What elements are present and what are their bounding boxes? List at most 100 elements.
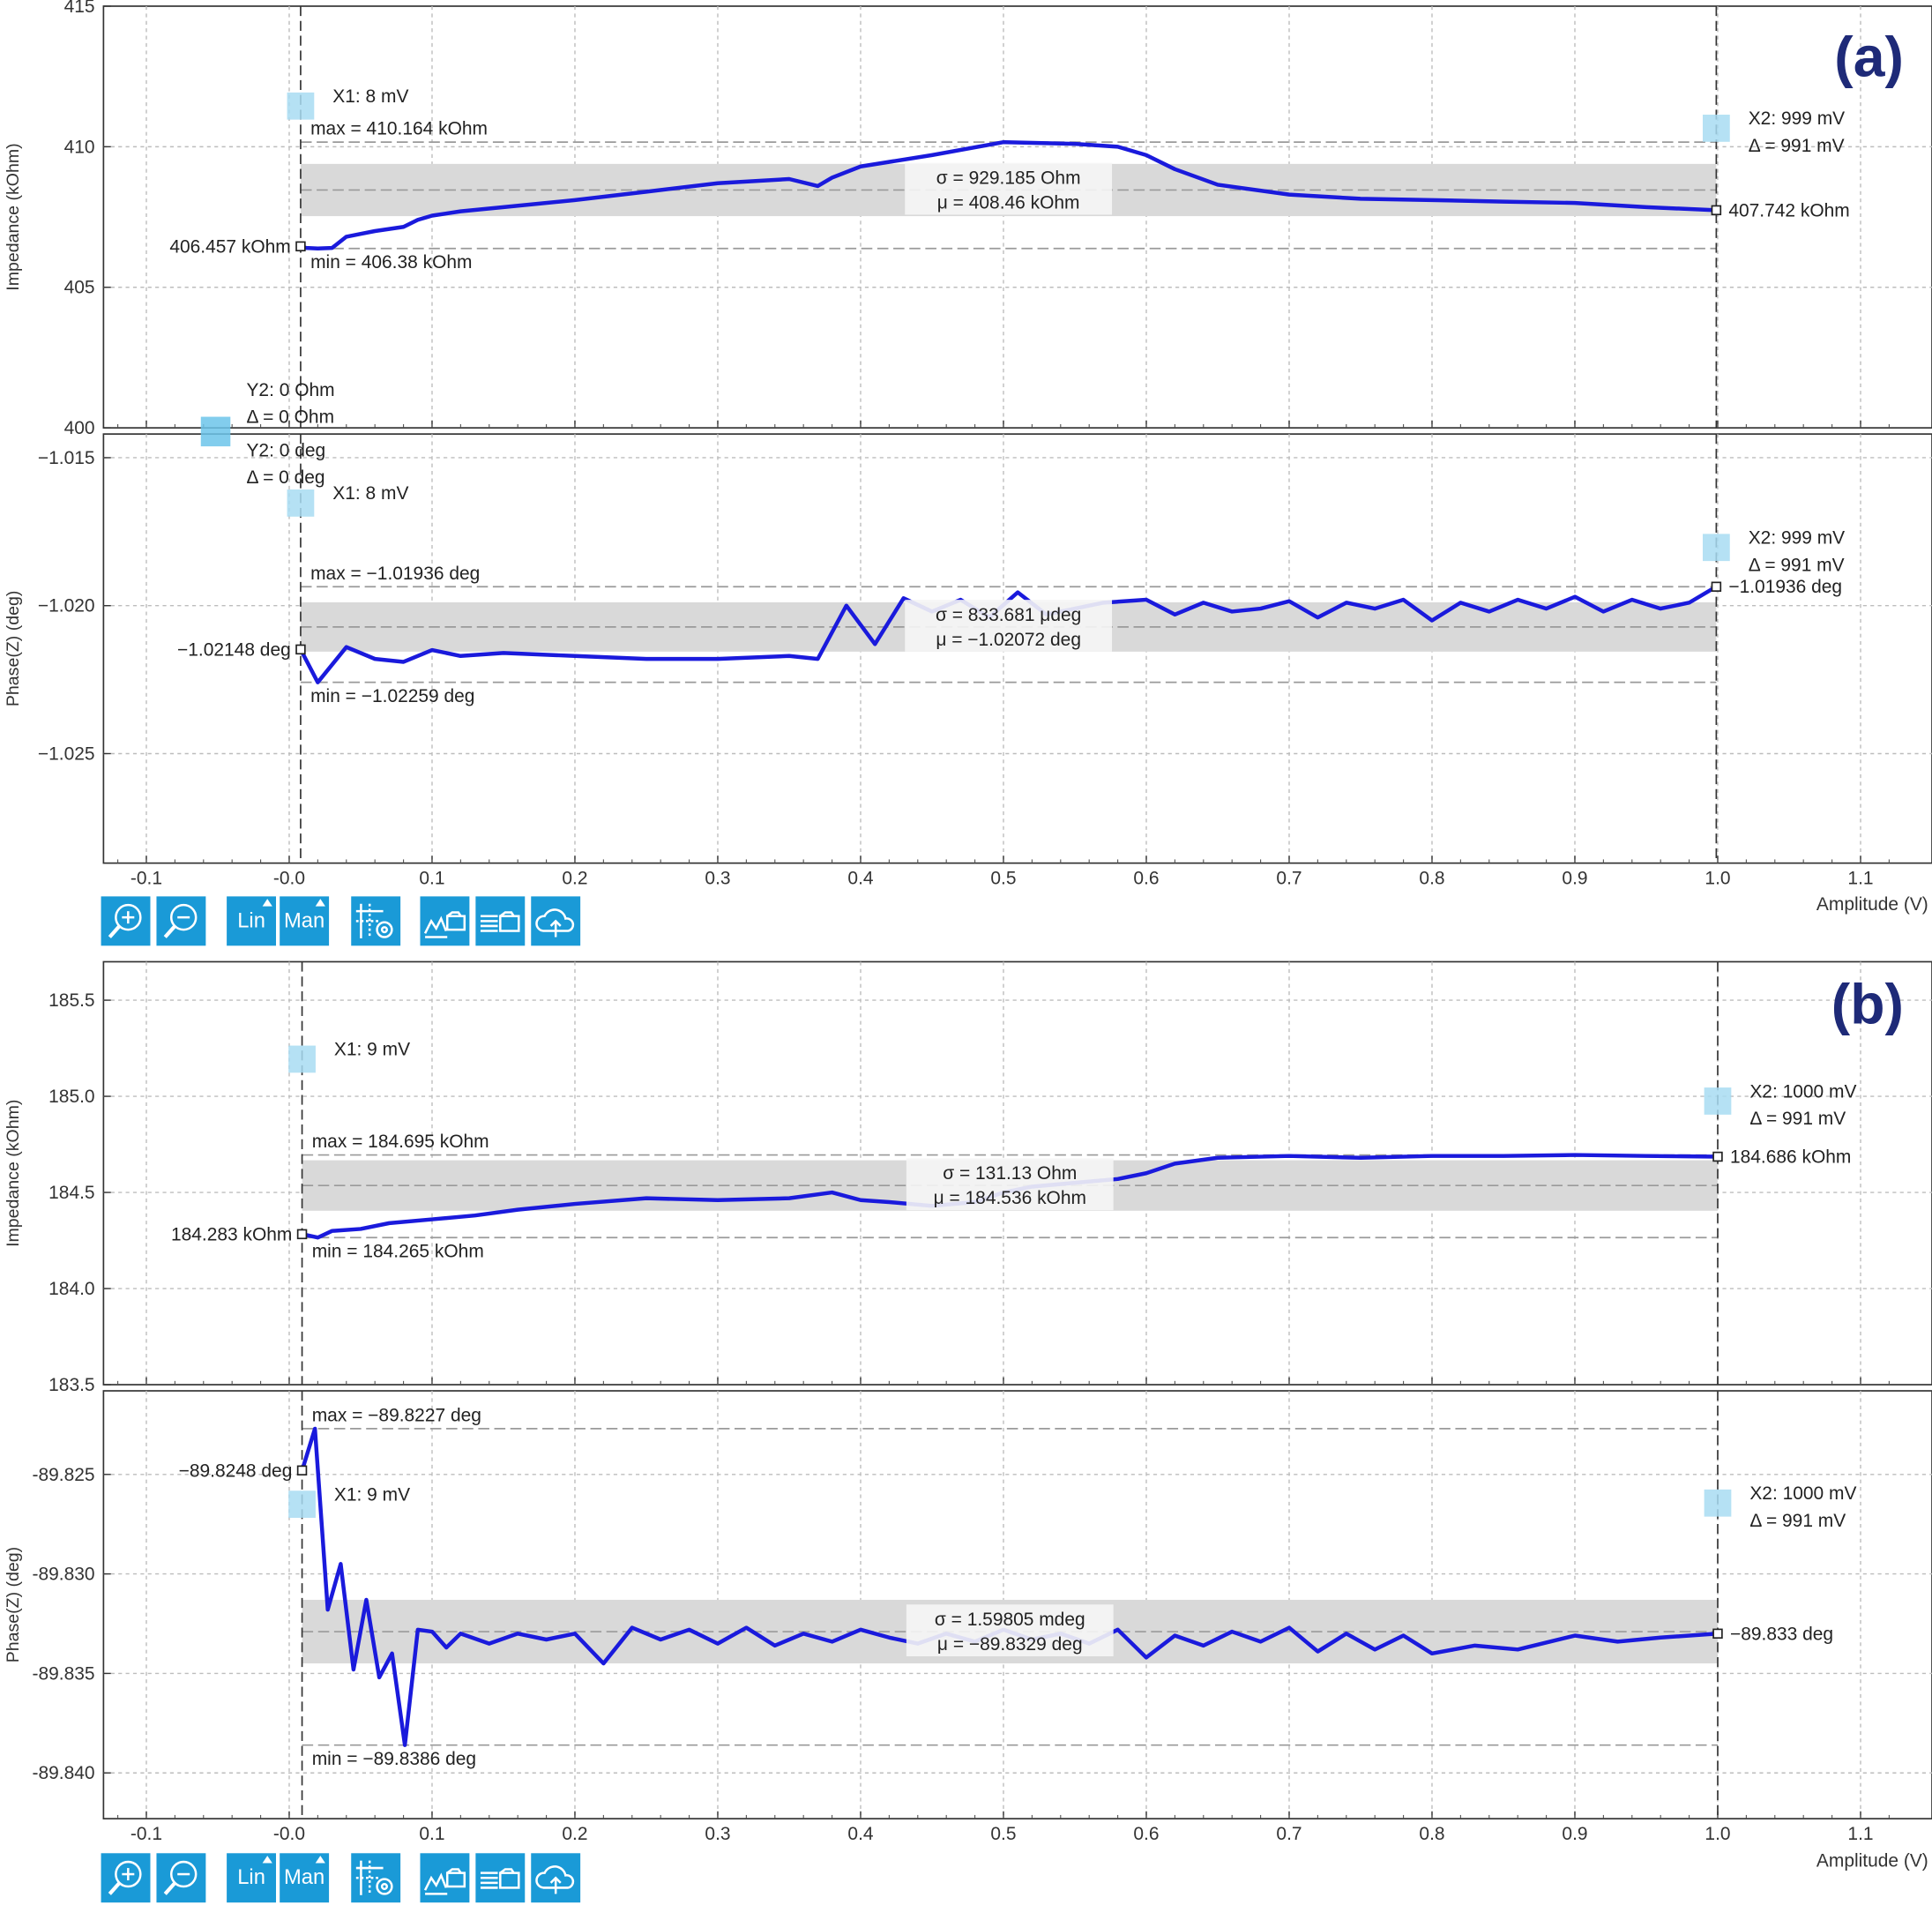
- y-axis-label: Phase(Z) (deg): [4, 591, 23, 706]
- zoom-in-button[interactable]: [101, 1853, 151, 1903]
- x-tick-label: 0.8: [1419, 868, 1444, 888]
- series-line: [300, 1426, 1719, 1747]
- cursor-x-delta-label: Δ = 991 mV: [1749, 555, 1845, 575]
- cursor-y2-impedance-label: Y2: 0 Ohm: [246, 380, 334, 400]
- x-tick-label: 0.3: [705, 868, 730, 888]
- cursor-x2-label: X2: 999 mV: [1749, 108, 1845, 129]
- zoom-in-button[interactable]: [101, 896, 151, 946]
- x-tick-label: 0.2: [562, 868, 587, 888]
- cursor-marker-right: [1711, 205, 1722, 216]
- sigma-label: σ = 833.681 μdeg: [936, 605, 1081, 625]
- cursor-handle-x1: [288, 1490, 316, 1519]
- x-tick-label: 1.1: [1847, 1824, 1873, 1844]
- plot-frame: [102, 5, 1932, 429]
- max-label: max = 410.164 kOhm: [310, 119, 488, 139]
- y-tick-label: -89.840: [33, 1763, 95, 1783]
- cursor-marker-right: [1711, 581, 1722, 592]
- cursor-x2-label: X2: 1000 mV: [1749, 1081, 1856, 1102]
- zoom-out-button[interactable]: [156, 1853, 206, 1903]
- sigma-label: σ = 1.59805 mdeg: [935, 1610, 1085, 1630]
- cursor-marker-left: [296, 1229, 308, 1240]
- x-tick-label: 0.5: [990, 1824, 1016, 1844]
- cursor-marker-left: [296, 1465, 308, 1475]
- plot-4: -89.825 -89.830 -89.835 -89.840 Phase(Z) (de…: [4, 1390, 1932, 1819]
- cursor-x2-label: X2: 1000 mV: [1749, 1483, 1856, 1504]
- x-axis-label: Amplitude (V): [1816, 894, 1928, 915]
- cursor-settings-button[interactable]: [351, 896, 401, 946]
- min-label: min = 184.265 kOhm: [312, 1242, 484, 1262]
- min-label: min = −1.02259 deg: [310, 686, 474, 706]
- cursor-x-delta-label: Δ = 991 mV: [1749, 1511, 1846, 1531]
- save-table-button[interactable]: [475, 896, 526, 946]
- stats-box: [906, 1604, 1114, 1656]
- cursor-x1-label: X1: 9 mV: [334, 1040, 410, 1060]
- cursor-x2-label: X2: 999 mV: [1749, 528, 1845, 549]
- cloud-upload-button[interactable]: [531, 896, 581, 946]
- min-label: min = 406.38 kOhm: [310, 252, 472, 273]
- x-tick-label: -0.1: [131, 868, 162, 888]
- y-tick-label: -89.830: [33, 1565, 95, 1585]
- x-tick-label: 0.4: [847, 868, 873, 888]
- toolbar-button-label: Man: [284, 1865, 325, 1889]
- sigma-label: σ = 131.13 Ohm: [943, 1163, 1077, 1184]
- left-marker-label: 184.283 kOhm: [171, 1224, 292, 1244]
- y-tick-label: 185.5: [48, 990, 94, 1011]
- left-marker-label: −89.8248 deg: [179, 1460, 293, 1481]
- right-marker-label: 407.742 kOhm: [1728, 200, 1849, 220]
- panel-label: (a): [1834, 26, 1904, 89]
- panel-label: (b): [1831, 972, 1904, 1035]
- series-line: [300, 139, 1717, 250]
- cursor-marker-left: [295, 644, 306, 655]
- y-tick-label: −1.025: [38, 743, 95, 764]
- cursor-handle-x1: [288, 1045, 316, 1073]
- right-marker-label: −1.01936 deg: [1728, 577, 1842, 597]
- save-plot-button[interactable]: [420, 896, 470, 946]
- x-tick-label: 0.5: [990, 868, 1016, 888]
- man-scale-button[interactable]: Man: [280, 896, 330, 946]
- y-axis-label: Impedance (kOhm): [4, 1100, 23, 1247]
- x-tick-label: 0.7: [1276, 868, 1302, 888]
- lin-scale-button[interactable]: Lin: [227, 1853, 276, 1903]
- x-tick-label: 0.7: [1276, 1824, 1302, 1844]
- x-tick-label: 0.1: [419, 1824, 444, 1844]
- x-tick-label: -0.1: [131, 1824, 162, 1844]
- save-plot-button[interactable]: [420, 1853, 470, 1903]
- plot-2: −1.015 −1.020 −1.025 Phase(Z) (deg) σ = 833.…: [4, 433, 1932, 864]
- man-scale-button[interactable]: Man: [280, 1853, 330, 1903]
- toolbar-button-label: Man: [284, 908, 325, 932]
- cursor-marker-left: [295, 241, 306, 252]
- x-tick-label: 0.6: [1133, 1824, 1159, 1844]
- cursor-handle-y2: [200, 416, 231, 447]
- x-tick-label: 1.0: [1704, 1824, 1730, 1844]
- cursor-handle-x2: [1704, 1087, 1732, 1115]
- cursor-settings-button[interactable]: [351, 1853, 401, 1903]
- caret-up-icon: [315, 1856, 325, 1864]
- caret-up-icon: [262, 899, 272, 907]
- cloud-upload-button[interactable]: [531, 1853, 581, 1903]
- cursor-handle-x1: [287, 92, 315, 120]
- y-tick-label: 184.5: [48, 1183, 94, 1203]
- x-tick-label: 0.1: [419, 868, 444, 888]
- x-tick-label: 0.9: [1562, 868, 1587, 888]
- y-tick-label: 183.5: [48, 1375, 94, 1395]
- toolbar-button-label: Lin: [237, 908, 265, 932]
- y-axis-label: Impedance (kOhm): [4, 143, 23, 290]
- max-label: max = −89.8227 deg: [312, 1405, 481, 1425]
- x-tick-label: -0.0: [273, 1824, 305, 1844]
- y-axis-label: Phase(Z) (deg): [4, 1547, 23, 1662]
- y-tick-label: -89.825: [33, 1465, 95, 1485]
- lin-scale-button[interactable]: Lin: [227, 896, 276, 946]
- stats-box: [905, 162, 1113, 215]
- plot-toolbar-b: Lin Man: [101, 1853, 594, 1903]
- x-tick-label: 0.3: [705, 1824, 730, 1844]
- y-tick-label: 400: [64, 418, 95, 438]
- y-tick-label: 184.0: [48, 1279, 94, 1299]
- save-table-button[interactable]: [475, 1853, 526, 1903]
- zoom-out-button[interactable]: [156, 896, 206, 946]
- y-tick-label: 185.0: [48, 1087, 94, 1107]
- caret-up-icon: [262, 1856, 272, 1864]
- mean-label: μ = 184.536 kOhm: [934, 1188, 1086, 1208]
- sigma-label: σ = 929.185 Ohm: [936, 168, 1081, 188]
- right-marker-label: −89.833 deg: [1730, 1624, 1833, 1644]
- min-label: min = −89.8386 deg: [312, 1749, 476, 1769]
